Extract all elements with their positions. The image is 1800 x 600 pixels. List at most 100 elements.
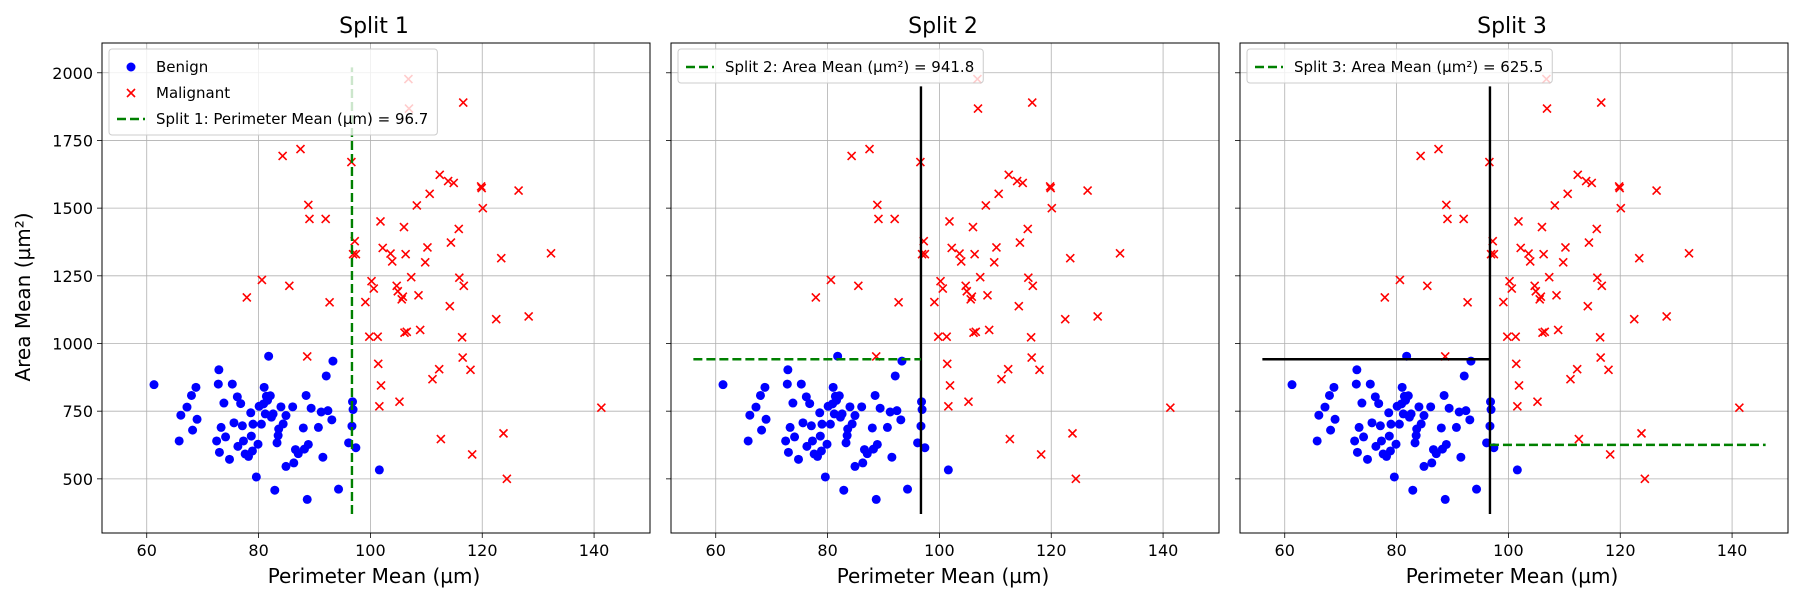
benign-point: [875, 403, 885, 413]
malignant-point: [943, 401, 953, 411]
malignant-point: [399, 222, 409, 232]
malignant-point: [1605, 449, 1615, 460]
panel-title: Split 2: [908, 14, 978, 39]
malignant-point: [1684, 248, 1694, 258]
malignant-point: [991, 242, 1002, 252]
benign-point: [903, 484, 913, 494]
x-tick-label: 60: [706, 541, 726, 560]
benign-point: [212, 436, 222, 446]
malignant-point: [1574, 434, 1584, 444]
benign-point: [1354, 422, 1364, 432]
benign-point: [890, 371, 900, 381]
benign-point: [943, 465, 953, 475]
benign-point: [1410, 438, 1420, 448]
y-tick-label: 750: [62, 402, 93, 421]
malignant-point: [811, 292, 821, 303]
benign-point: [276, 402, 286, 412]
malignant-point: [945, 380, 955, 391]
benign-point: [288, 402, 298, 412]
malignant-point: [938, 283, 948, 294]
benign-point: [259, 382, 269, 392]
malignant-point: [826, 275, 836, 285]
malignant-point: [1513, 216, 1524, 226]
malignant-point: [1463, 297, 1473, 307]
benign-point: [816, 446, 826, 456]
benign-point: [253, 439, 263, 449]
malignant-point: [1060, 314, 1070, 324]
benign-point: [213, 379, 223, 389]
benign-point: [1329, 382, 1339, 392]
malignant-point: [496, 253, 506, 263]
malignant-point: [973, 103, 983, 114]
benign-point: [328, 356, 338, 366]
malignant-point: [968, 328, 979, 338]
benign-point: [806, 421, 816, 431]
benign-point: [229, 418, 239, 428]
benign-point: [1352, 447, 1362, 457]
benign-point: [192, 414, 202, 424]
malignant-point: [942, 332, 952, 342]
legend-label: Split 3: Area Mean (µm²) = 625.5: [1294, 58, 1543, 76]
legend-marker-benign: [126, 62, 136, 72]
malignant-point: [364, 332, 374, 342]
benign-point: [293, 449, 303, 459]
benign-point: [862, 449, 872, 459]
x-tick-label: 120: [467, 541, 498, 560]
benign-point: [1370, 392, 1380, 402]
malignant-point: [1003, 364, 1013, 374]
benign-point: [870, 390, 880, 400]
malignant-point: [1027, 353, 1037, 363]
legend: Split 2: Area Mean (µm²) = 941.8: [677, 48, 984, 84]
malignant-point: [413, 290, 424, 300]
malignant-point: [478, 203, 488, 213]
malignant-point: [465, 365, 476, 375]
malignant-point: [435, 170, 445, 180]
malignant-point: [491, 314, 501, 324]
benign-point: [793, 454, 803, 464]
benign-point: [842, 431, 852, 441]
benign-point: [805, 399, 815, 409]
malignant-point: [1036, 449, 1046, 460]
legend-box: [1246, 48, 1553, 84]
benign-point: [316, 407, 326, 417]
benign-point: [224, 454, 234, 464]
benign-point: [1312, 436, 1322, 446]
malignant-point: [1012, 176, 1022, 186]
benign-point: [149, 380, 159, 390]
malignant-point: [360, 297, 370, 307]
malignant-point: [971, 327, 981, 337]
malignant-point: [954, 249, 965, 259]
malignant-point: [1023, 273, 1033, 283]
legend-box: [677, 48, 984, 84]
malignant-point: [1592, 224, 1602, 234]
malignant-point: [1537, 328, 1548, 338]
malignant-point: [434, 364, 444, 374]
malignant-point: [1535, 294, 1545, 304]
malignant-point: [295, 144, 306, 154]
benign-point: [302, 494, 312, 504]
x-axis-label: Perimeter Mean (µm): [1406, 564, 1619, 588]
malignant-point: [1652, 185, 1662, 196]
benign-point: [219, 398, 229, 408]
benign-point: [301, 390, 311, 400]
benign-point: [246, 408, 256, 418]
benign-point: [1287, 380, 1297, 390]
benign-point: [817, 419, 827, 429]
malignant-point: [369, 283, 379, 294]
malignant-point: [375, 216, 386, 226]
benign-point: [801, 392, 811, 402]
benign-point: [755, 390, 765, 400]
benign-point: [1406, 409, 1416, 419]
malignant-point: [1615, 183, 1625, 193]
x-tick-label: 140: [1717, 541, 1748, 560]
benign-point: [238, 436, 248, 446]
malignant-point: [1459, 214, 1469, 224]
malignant-point: [1553, 325, 1563, 335]
benign-point: [351, 443, 361, 453]
benign-point: [236, 399, 246, 409]
malignant-point: [321, 214, 331, 224]
x-tick-label: 80: [1386, 541, 1406, 560]
benign-point: [1394, 419, 1404, 429]
malignant-point: [415, 325, 425, 335]
benign-point: [1397, 382, 1407, 392]
